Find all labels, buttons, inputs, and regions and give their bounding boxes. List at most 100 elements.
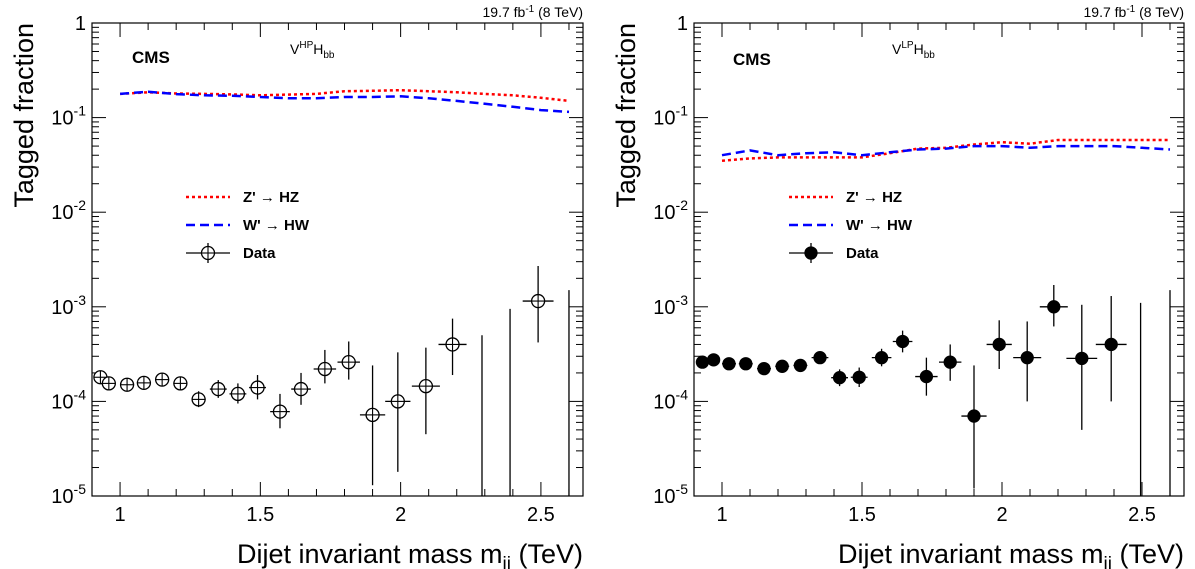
data-point bbox=[1066, 304, 1098, 430]
data-point bbox=[738, 357, 753, 371]
legend-label: W' → HW bbox=[243, 217, 310, 234]
y-tick-base: 10 bbox=[653, 297, 675, 319]
data-point bbox=[1013, 321, 1042, 402]
data-marker bbox=[1047, 300, 1061, 314]
y-tick-label: 1 bbox=[677, 13, 688, 35]
data-point bbox=[695, 355, 710, 369]
category-subscript: bb bbox=[323, 50, 335, 61]
data-point bbox=[775, 359, 790, 373]
luminosity-label: 19.7 fb-1 (8 TeV) bbox=[1084, 4, 1185, 20]
legend-label: W' → HW bbox=[846, 217, 913, 234]
data-marker bbox=[757, 361, 771, 376]
legend-label: Data bbox=[243, 245, 276, 262]
y-tick-exponent: -4 bbox=[74, 386, 87, 402]
data-marker bbox=[722, 357, 736, 371]
data-point bbox=[522, 265, 554, 343]
legend-label: Z' → HZ bbox=[243, 189, 299, 206]
cms-label: CMS bbox=[733, 50, 771, 69]
data-point bbox=[915, 357, 938, 396]
data-point bbox=[706, 353, 721, 367]
data-point bbox=[270, 393, 290, 429]
data-point bbox=[173, 376, 188, 391]
lumi-exponent: -1 bbox=[525, 4, 534, 15]
y-tick-label: 10-4 bbox=[653, 386, 688, 413]
data-point bbox=[229, 383, 247, 404]
data-marker bbox=[874, 351, 889, 365]
x-tick-label: 1 bbox=[716, 504, 727, 526]
x-tick-label: 1 bbox=[114, 504, 125, 526]
data-marker bbox=[992, 337, 1006, 352]
legend-label: Z' → HZ bbox=[846, 189, 902, 206]
legend-entry: Z' → HZ bbox=[186, 189, 299, 206]
x-axis-title-unit: (TeV) bbox=[511, 539, 583, 569]
data-point bbox=[191, 391, 206, 408]
data-marker bbox=[813, 351, 827, 365]
y-axis-title: Tagged fraction bbox=[611, 23, 641, 208]
x-axis-title-main: Dijet invariant mass m bbox=[237, 539, 503, 569]
data-point bbox=[757, 361, 771, 376]
series-line-wprime-hw bbox=[120, 90, 570, 114]
x-tick-label: 1.5 bbox=[848, 504, 876, 526]
data-point bbox=[359, 365, 386, 486]
y-tick-label: 10-3 bbox=[653, 292, 688, 319]
y-tick-base: 1 bbox=[677, 13, 688, 35]
y-tick-base: 10 bbox=[51, 486, 73, 508]
x-axis-title-subscript: jj bbox=[502, 554, 511, 569]
y-tick-base: 10 bbox=[653, 202, 675, 224]
x-axis-title-subscript: jj bbox=[1103, 554, 1112, 569]
legend-entry: W' → HW bbox=[789, 217, 913, 234]
category-mid: H bbox=[313, 41, 323, 57]
data-point bbox=[209, 380, 227, 398]
data-marker bbox=[739, 357, 753, 371]
data-point bbox=[101, 376, 116, 391]
x-tick-label: 2 bbox=[996, 504, 1007, 526]
category-subscript: bb bbox=[924, 50, 936, 61]
legend-entry: Z' → HZ bbox=[789, 189, 902, 206]
data-point bbox=[249, 375, 266, 400]
legend-marker bbox=[804, 246, 818, 260]
luminosity-label: 19.7 fb-1 (8 TeV) bbox=[483, 4, 584, 20]
y-tick-base: 1 bbox=[75, 13, 86, 35]
data-marker bbox=[895, 334, 910, 349]
data-point bbox=[438, 318, 467, 376]
data-point bbox=[385, 352, 411, 472]
y-tick-exponent: -3 bbox=[74, 292, 87, 308]
legend-entry: Data bbox=[789, 243, 879, 263]
y-tick-exponent: -5 bbox=[676, 481, 689, 497]
x-axis-title: Dijet invariant mass mjj (TeV) bbox=[237, 539, 583, 569]
data-point bbox=[939, 344, 962, 381]
y-tick-base: 10 bbox=[653, 486, 675, 508]
legend-label: Data bbox=[846, 245, 879, 262]
y-tick-base: 10 bbox=[51, 297, 73, 319]
y-tick-label: 10-1 bbox=[51, 103, 86, 130]
data-point bbox=[1039, 284, 1068, 327]
data-point bbox=[811, 351, 829, 365]
category-base: V bbox=[892, 41, 902, 57]
lumi-energy: (8 TeV) bbox=[534, 4, 583, 20]
y-tick-base: 10 bbox=[653, 391, 675, 413]
category-label: VLPHbb bbox=[892, 40, 935, 61]
data-marker bbox=[943, 355, 957, 369]
lumi-value: 19.7 fb bbox=[483, 4, 526, 20]
y-tick-base: 10 bbox=[51, 391, 73, 413]
x-axis-title: Dijet invariant mass mjj (TeV) bbox=[838, 539, 1184, 569]
data-point bbox=[722, 357, 736, 371]
data-marker bbox=[919, 369, 934, 384]
data-point bbox=[411, 347, 440, 435]
category-superscript: HP bbox=[299, 40, 313, 51]
data-marker bbox=[832, 371, 847, 385]
plot-frame bbox=[91, 22, 584, 497]
y-tick-base: 10 bbox=[51, 108, 73, 130]
x-tick-label: 2.5 bbox=[1128, 504, 1156, 526]
x-axis-title-unit: (TeV) bbox=[1112, 539, 1184, 569]
cms-label: CMS bbox=[132, 48, 170, 67]
data-point bbox=[136, 375, 152, 391]
lumi-value: 19.7 fb bbox=[1084, 4, 1127, 20]
data-marker bbox=[706, 353, 721, 367]
category-mid: H bbox=[914, 41, 924, 57]
data-marker bbox=[967, 409, 981, 423]
series-line-wprime-hw bbox=[721, 144, 1171, 157]
y-tick-label: 10-5 bbox=[51, 481, 86, 508]
